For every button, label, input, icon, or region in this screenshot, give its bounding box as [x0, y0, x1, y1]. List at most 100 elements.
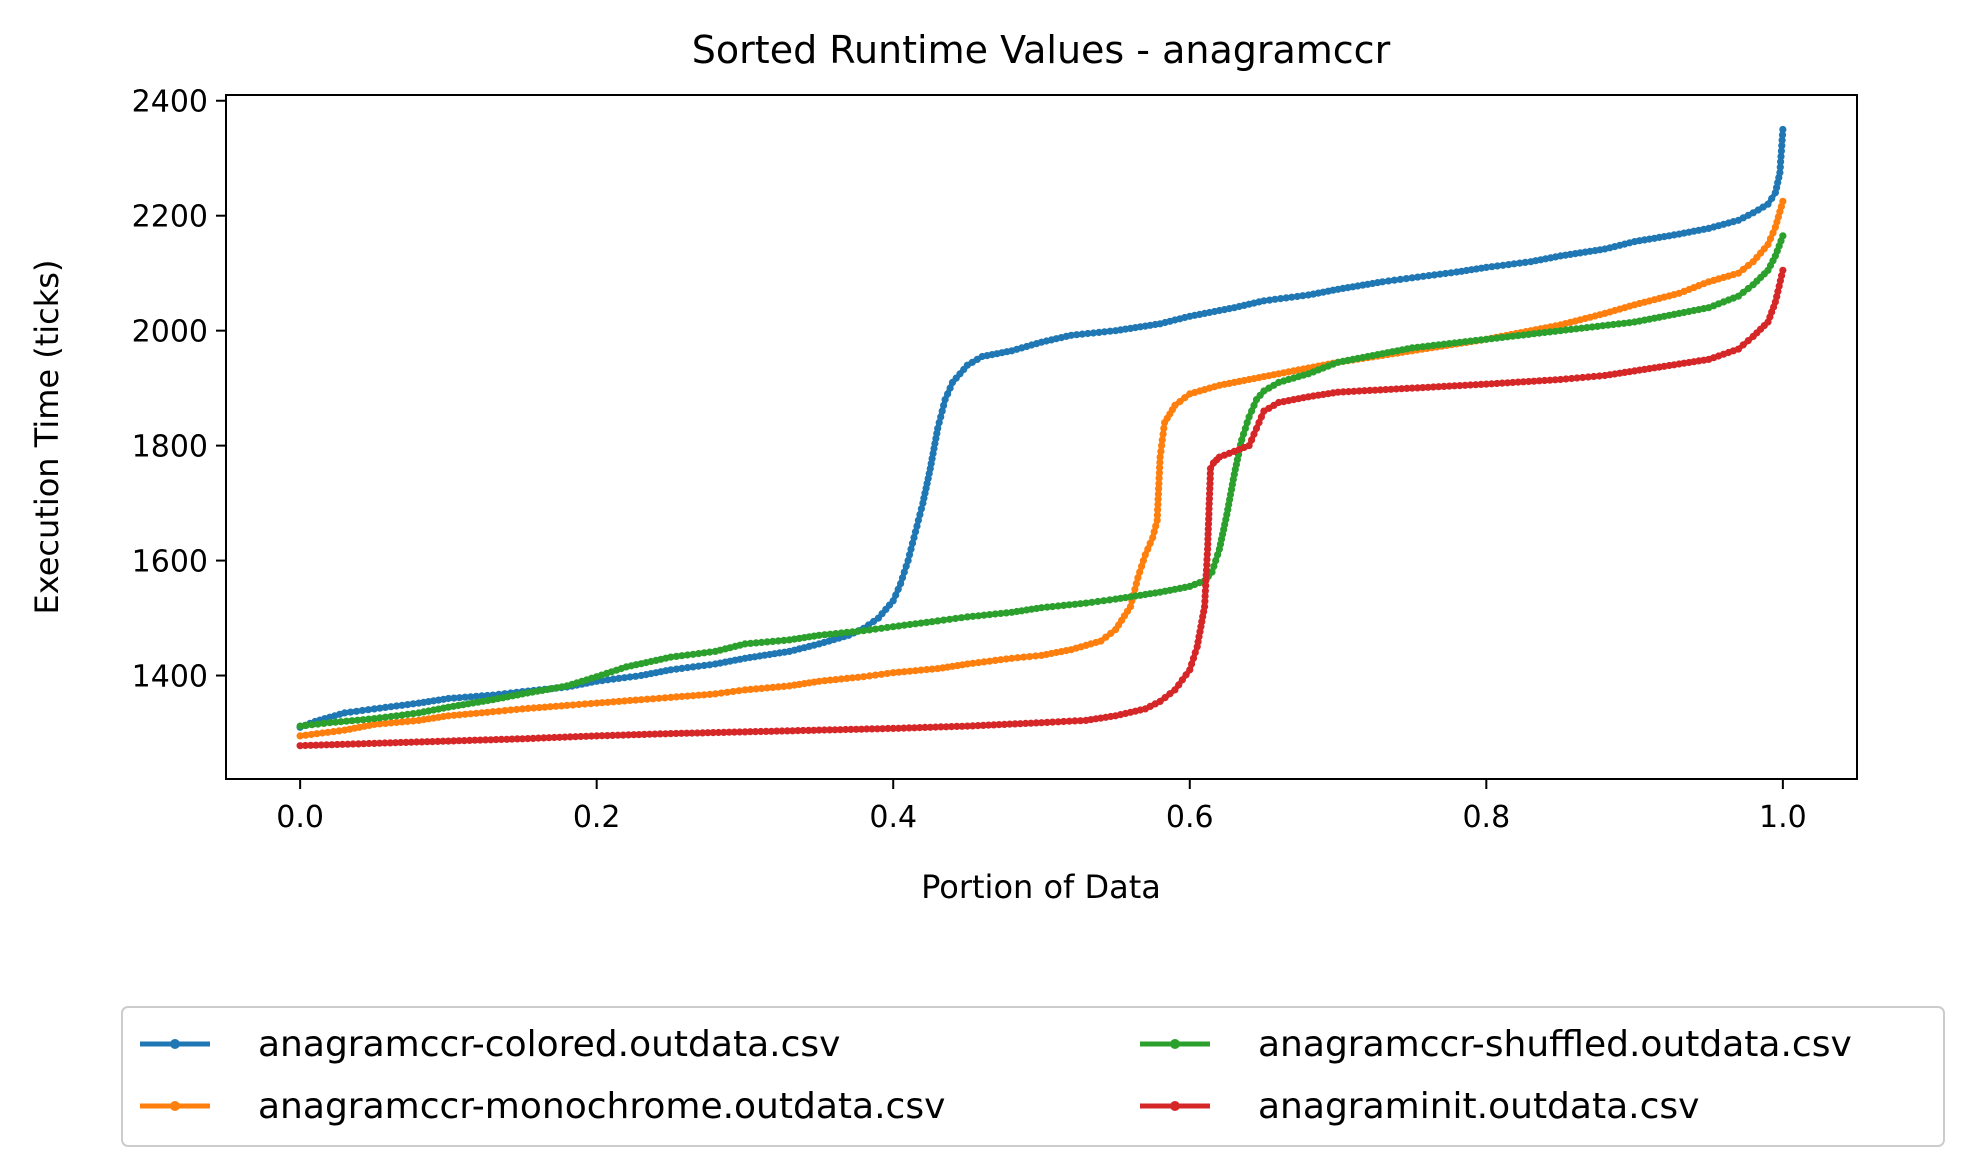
series-point	[863, 725, 871, 733]
series-point	[1482, 263, 1490, 271]
series-point	[1493, 379, 1501, 388]
series-point	[986, 657, 994, 665]
series-point	[892, 591, 900, 599]
series-point	[783, 727, 791, 735]
series-point	[848, 628, 857, 636]
series-point	[969, 659, 977, 667]
series-point	[672, 693, 681, 701]
series-point	[320, 719, 328, 728]
series-point	[1778, 136, 1786, 144]
series-point	[365, 739, 373, 748]
series-point	[769, 683, 777, 692]
series-point	[428, 738, 437, 746]
series-point	[1371, 386, 1379, 394]
series-point	[916, 724, 924, 732]
series-point	[720, 728, 728, 737]
series-point	[392, 702, 401, 710]
series-point	[1425, 272, 1433, 280]
series-point	[711, 690, 719, 698]
series-point	[331, 718, 339, 726]
series-point	[683, 664, 692, 672]
series-point	[1445, 382, 1453, 390]
series-point	[575, 700, 583, 709]
series-point	[338, 740, 347, 748]
series-point	[773, 727, 781, 735]
series-point	[609, 675, 618, 683]
series-point	[1461, 338, 1469, 346]
series-point	[1282, 294, 1290, 302]
series-point	[871, 671, 880, 679]
series-point	[914, 516, 923, 524]
series-point	[326, 719, 334, 727]
series-point	[387, 703, 395, 711]
series-point	[1288, 293, 1296, 301]
series-point	[991, 610, 999, 618]
series-point	[1519, 378, 1527, 386]
series-point	[397, 738, 405, 747]
series-point	[1156, 453, 1164, 461]
series-point	[1250, 430, 1258, 438]
series-point	[910, 534, 918, 542]
series-point	[450, 737, 458, 745]
series-point	[1214, 551, 1222, 559]
series-point	[706, 690, 714, 699]
series-point	[1134, 574, 1142, 582]
series-point	[752, 685, 760, 693]
series-point	[1155, 474, 1163, 482]
legend-label: anagramccr-shuffled.outdata.csv	[1258, 1024, 1852, 1065]
series-point	[741, 686, 749, 694]
series-point	[923, 666, 931, 674]
series-point	[938, 407, 946, 415]
series-point	[921, 723, 929, 732]
series-point	[1419, 272, 1427, 280]
series-point	[620, 674, 629, 682]
series-point	[1245, 442, 1253, 450]
series-point	[1499, 261, 1507, 269]
series-point	[1376, 386, 1384, 394]
series-point	[730, 728, 739, 736]
series-point	[667, 730, 675, 738]
series-point	[946, 615, 954, 623]
series-point	[769, 637, 777, 646]
series-point	[1171, 686, 1179, 694]
series-layer	[296, 125, 1787, 750]
series-point	[969, 722, 977, 730]
series-point	[1067, 331, 1075, 339]
series-point	[997, 656, 1005, 664]
series-point	[1505, 261, 1513, 269]
series-point	[507, 706, 515, 714]
series-point	[1778, 142, 1786, 150]
series-point	[1238, 436, 1246, 444]
legend-item: anagramccr-shuffled.outdata.csv	[1140, 1024, 1852, 1065]
series-point	[530, 704, 538, 712]
series-point	[1245, 413, 1253, 421]
series-point	[404, 710, 412, 718]
series-point	[359, 716, 367, 724]
series-point	[1739, 288, 1747, 296]
legend-marker	[1170, 1039, 1180, 1049]
series-point	[398, 701, 406, 709]
series-point	[398, 718, 406, 726]
series-point	[1065, 717, 1073, 725]
series-point	[794, 727, 802, 735]
series-point	[545, 734, 553, 742]
series-point	[307, 741, 315, 749]
series-point	[1082, 599, 1090, 607]
series-point	[991, 656, 999, 665]
series-point	[386, 739, 394, 747]
series-point	[450, 694, 458, 702]
series-point	[883, 623, 891, 632]
series-point	[1516, 259, 1524, 267]
series-point	[407, 738, 415, 746]
series-point	[472, 692, 480, 701]
series-point	[348, 717, 356, 725]
series-point	[529, 734, 537, 743]
series-point	[1102, 633, 1110, 641]
series-point	[1514, 378, 1522, 386]
series-point	[398, 711, 406, 719]
series-point	[695, 691, 703, 699]
series-point	[402, 738, 410, 747]
series-point	[1779, 197, 1787, 205]
series-point	[561, 733, 569, 741]
series-point	[483, 708, 491, 716]
